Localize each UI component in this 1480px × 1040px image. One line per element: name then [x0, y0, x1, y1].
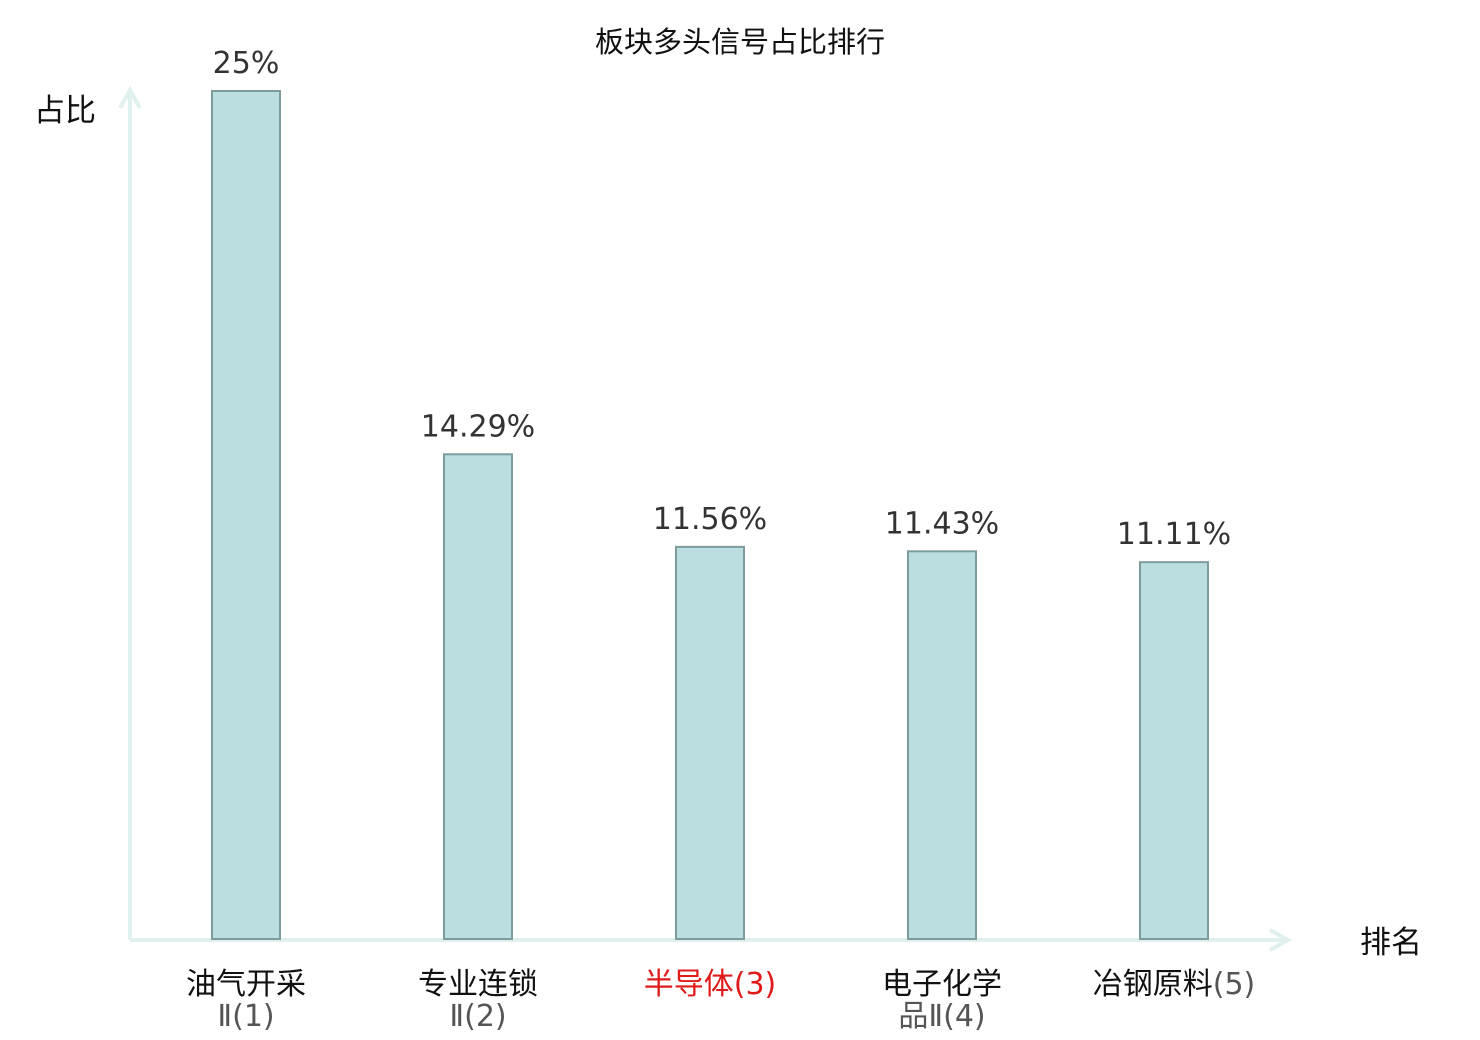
category-rank-2: (2): [464, 999, 507, 1034]
category-name-3: 半导体: [644, 967, 734, 1002]
value-label-4: 11.43%: [885, 506, 999, 541]
category-name-line2-2: Ⅱ: [449, 999, 464, 1034]
category-label-4: 电子化学品Ⅱ(4): [882, 967, 1002, 1034]
bar-3: [675, 545, 745, 941]
value-label-3: 11.56%: [653, 502, 767, 537]
category-name-4: 电子化学: [882, 967, 1002, 1002]
bar-4: [907, 550, 977, 940]
category-rank-3: (3): [734, 967, 777, 1002]
category-name-line2-1: Ⅱ: [217, 999, 232, 1034]
category-rank-5: (5): [1213, 967, 1256, 1002]
category-label-5: 冶钢原料(5): [1093, 967, 1256, 1002]
category-label-2: 专业连锁 Ⅱ(2): [418, 967, 538, 1034]
bars-group: [211, 90, 1209, 941]
x-axis-label: 排名: [1360, 925, 1422, 961]
value-labels-group: 25% 14.29% 11.56% 11.43% 11.11%: [213, 46, 1232, 552]
category-name-5: 冶钢原料: [1093, 967, 1213, 1002]
category-label-1: 油气开采 Ⅱ(1): [186, 967, 306, 1034]
category-rank-4: (4): [943, 999, 986, 1034]
category-label-3: 半导体(3): [644, 967, 777, 1002]
value-label-5: 11.11%: [1117, 517, 1231, 552]
x-axis-arrow: [1269, 928, 1293, 952]
bar-2: [443, 453, 513, 940]
chart-title: 板块多头信号占比排行: [595, 25, 885, 59]
category-name-line2-4: 品Ⅱ: [898, 999, 943, 1034]
bar-5: [1139, 561, 1209, 940]
category-name-2: 专业连锁: [418, 967, 538, 1002]
category-rank-1: (1): [232, 999, 275, 1034]
y-axis-arrow: [118, 85, 142, 109]
category-name-1: 油气开采: [186, 967, 306, 1002]
bar-1: [211, 90, 281, 940]
value-label-2: 14.29%: [421, 409, 535, 444]
category-labels-group: 油气开采 Ⅱ(1)专业连锁 Ⅱ(2)半导体(3) 电子化学品Ⅱ(4)冶钢原料(5): [186, 967, 1255, 1034]
y-axis-label: 占比: [34, 93, 96, 129]
value-label-1: 25%: [213, 46, 280, 81]
